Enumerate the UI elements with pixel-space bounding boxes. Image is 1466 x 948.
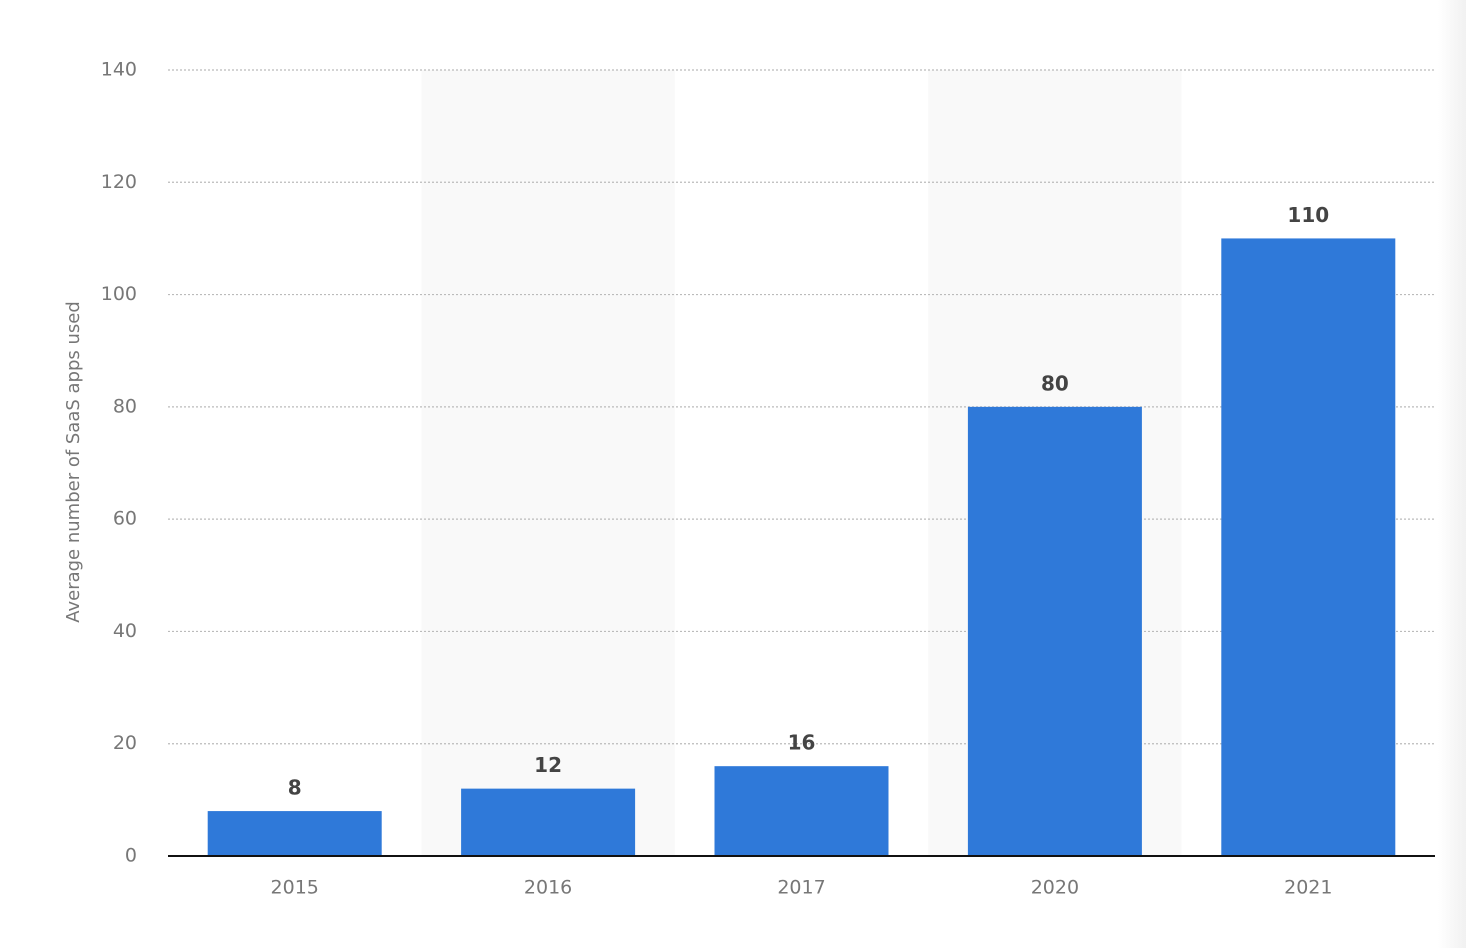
value-label: 110 [1287, 203, 1329, 227]
band-shade [421, 70, 675, 856]
y-tick-label: 60 [113, 508, 137, 530]
value-label: 80 [1041, 371, 1069, 395]
x-tick-label: 2016 [524, 877, 572, 899]
x-tick-label: 2020 [1031, 877, 1079, 899]
value-label: 16 [788, 731, 816, 755]
y-tick-label: 140 [101, 59, 137, 81]
x-tick-label: 2021 [1284, 877, 1332, 899]
y-tick-label: 20 [113, 732, 137, 754]
bar [967, 406, 1142, 856]
y-tick-label: 80 [113, 395, 137, 417]
x-tick-label: 2015 [271, 877, 319, 899]
value-label: 8 [288, 776, 302, 800]
bar [461, 788, 636, 856]
bar [714, 766, 889, 856]
bar [1221, 238, 1396, 856]
y-tick-label: 120 [101, 171, 137, 193]
value-label: 12 [534, 753, 562, 777]
x-tick-label: 2017 [777, 877, 825, 899]
y-tick-label: 0 [125, 845, 137, 867]
y-axis-label: Average number of SaaS apps used [63, 301, 84, 623]
y-tick-label: 100 [101, 283, 137, 305]
edge-shadow [1438, 0, 1466, 948]
y-tick-label: 40 [113, 620, 137, 642]
bar [207, 811, 382, 856]
